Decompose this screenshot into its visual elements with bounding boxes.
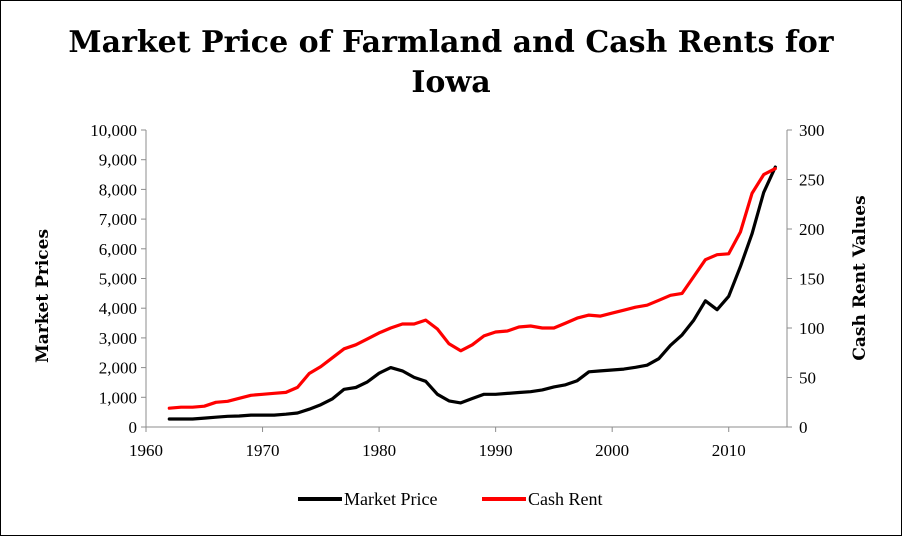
y-left-tick-label: 1,000 [99,388,137,407]
y-left-tick-label: 2,000 [99,359,137,378]
y-right-tick-label: 300 [799,121,825,140]
y-axis-left-title: Market Prices [33,229,53,363]
y-left-tick-label: 6,000 [99,240,137,259]
y-left-tick-label: 3,000 [99,329,137,348]
y-right-tick-label: 100 [799,319,825,338]
x-tick-label: 2010 [712,441,746,460]
axes: 0 1,000 2,000 3,000 4,000 5,000 6,000 7,000 8,00… [90,121,824,460]
x-tick-label: 2000 [595,441,629,460]
legend: Market Price Cash Rent [298,489,603,509]
y-right-tick-label: 200 [799,220,825,239]
series-line-market-price [167,165,777,421]
chart-title: Market Price of Farmland and Cash Rents … [1,23,901,103]
x-tick-label: 1960 [129,441,163,460]
y-left-tick-label: 0 [129,418,138,437]
legend-label-cash-rent: Cash Rent [528,489,603,509]
chart-title-line-1: Market Price of Farmland and Cash Rents … [68,25,834,60]
y-left-tick-label: 7,000 [99,210,137,229]
series-line-cash-rent [167,167,777,410]
y-right-tick-label: 150 [799,270,825,289]
y-right-tick-label: 0 [799,418,808,437]
x-tick-label: 1980 [362,441,396,460]
y-left-tick-label: 5,000 [99,270,137,289]
x-tick-label: 1990 [479,441,513,460]
chart-title-line-2: Iowa [411,65,491,100]
y-right-tick-label: 50 [799,369,816,388]
y-axis-right-title: Cash Rent Values [850,195,870,360]
y-left-tick-label: 9,000 [99,151,137,170]
x-tick-label: 1970 [246,441,280,460]
y-left-tick-label: 4,000 [99,299,137,318]
y-left-tick-label: 8,000 [99,180,137,199]
series-layer [167,165,777,421]
y-right-tick-label: 250 [799,171,825,190]
legend-label-market-price: Market Price [344,489,437,509]
y-left-tick-label: 10,000 [90,121,137,140]
